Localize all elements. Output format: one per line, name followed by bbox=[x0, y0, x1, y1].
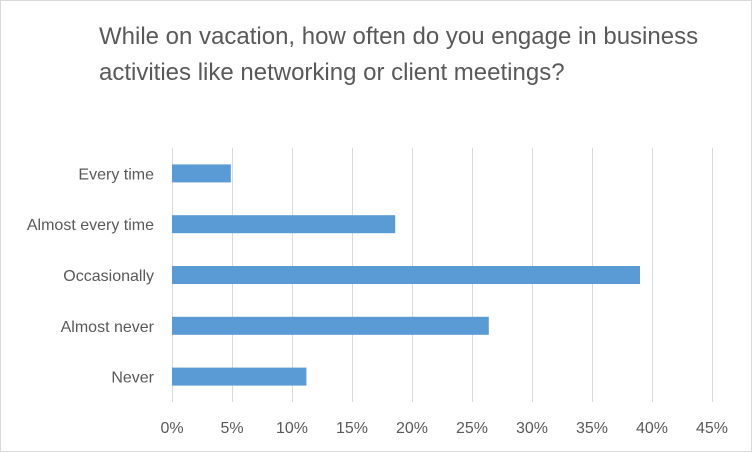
bar bbox=[172, 164, 231, 183]
x-tick-label: 30% bbox=[516, 420, 548, 437]
category-label: Almost every time bbox=[27, 217, 154, 234]
bar bbox=[172, 266, 640, 284]
category-label: Almost never bbox=[61, 319, 155, 336]
x-tick-label: 40% bbox=[636, 420, 668, 437]
x-tick-label: 5% bbox=[220, 420, 243, 437]
category-label: Occasionally bbox=[63, 268, 154, 285]
x-axis-tick-labels: 0% 5% 10% 15% 20% 25% 30% 35% 40% 45% bbox=[160, 420, 728, 437]
x-tick-label: 35% bbox=[576, 420, 608, 437]
x-tick-label: 10% bbox=[276, 420, 308, 437]
chart-title: While on vacation, how often do you enga… bbox=[99, 23, 699, 86]
bar bbox=[172, 316, 489, 335]
bar bbox=[172, 215, 396, 234]
bar bbox=[172, 367, 307, 386]
x-tick-label: 15% bbox=[336, 420, 368, 437]
x-tick-label: 20% bbox=[396, 420, 428, 437]
category-labels: Every time Almost every time Occasionally A… bbox=[27, 166, 155, 386]
x-tick-label: 0% bbox=[160, 420, 183, 437]
category-label: Never bbox=[111, 370, 154, 387]
category-label: Every time bbox=[78, 166, 154, 183]
bars bbox=[172, 164, 640, 386]
x-tick-label: 25% bbox=[456, 420, 488, 437]
x-tick-label: 45% bbox=[696, 420, 728, 437]
